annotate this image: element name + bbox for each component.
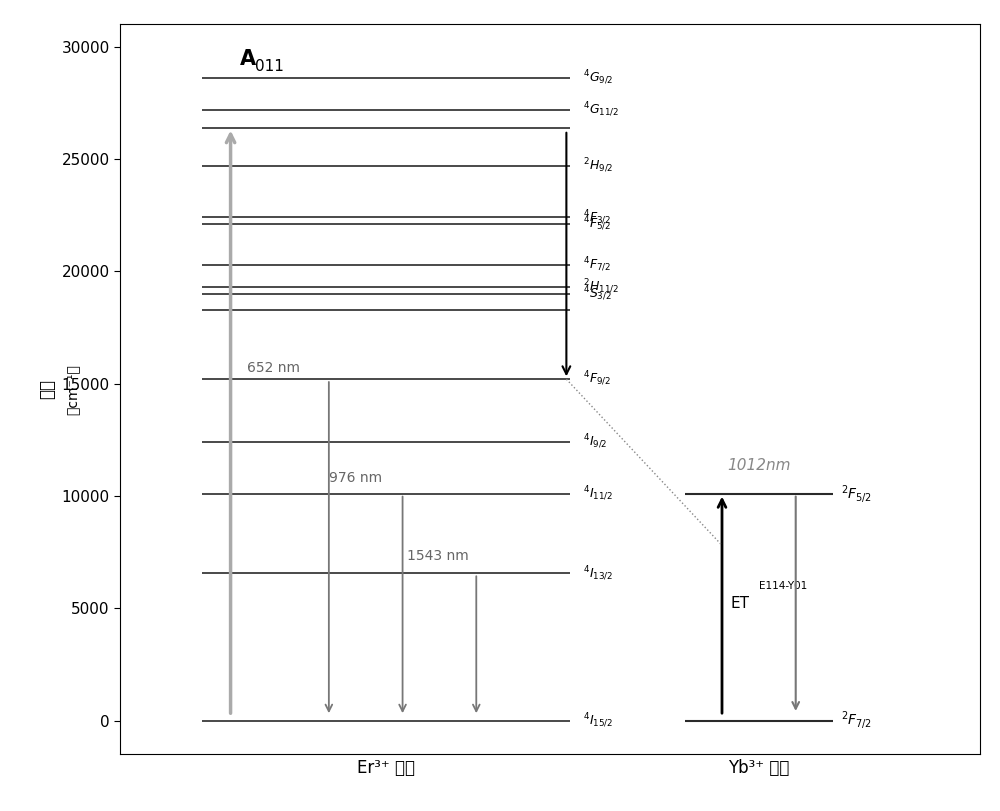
Text: 1012nm: 1012nm — [727, 458, 791, 474]
Text: $^4I_{15/2}$: $^4I_{15/2}$ — [583, 711, 613, 730]
Text: ET: ET — [730, 596, 749, 611]
Text: $\mathbf{A}$: $\mathbf{A}$ — [239, 49, 257, 69]
Text: $^4F_{9/2}$: $^4F_{9/2}$ — [583, 370, 611, 388]
Text: E114-Y01: E114-Y01 — [759, 581, 807, 590]
Text: 能级: 能级 — [38, 380, 56, 399]
Text: $^4F_{5/2}$: $^4F_{5/2}$ — [583, 215, 611, 234]
Text: 976 nm: 976 nm — [329, 470, 382, 485]
Text: $^4F_{3/2}$: $^4F_{3/2}$ — [583, 208, 611, 226]
Text: 011: 011 — [255, 58, 284, 74]
Text: $^4F_{7/2}$: $^4F_{7/2}$ — [583, 255, 611, 274]
Text: $^4G_{9/2}$: $^4G_{9/2}$ — [583, 69, 613, 88]
Text: $^4I_{9/2}$: $^4I_{9/2}$ — [583, 433, 607, 451]
Text: $^2F_{5/2}$: $^2F_{5/2}$ — [841, 483, 872, 504]
Text: Yb³⁺ 离子: Yb³⁺ 离子 — [728, 759, 790, 777]
Text: $^4I_{11/2}$: $^4I_{11/2}$ — [583, 484, 613, 503]
Text: $^2H_{11/2}$: $^2H_{11/2}$ — [583, 278, 619, 296]
Text: $^4I_{13/2}$: $^4I_{13/2}$ — [583, 564, 613, 582]
Text: $^4S_{3/2}$: $^4S_{3/2}$ — [583, 285, 612, 303]
Text: $^4G_{11/2}$: $^4G_{11/2}$ — [583, 101, 619, 119]
Text: 652 nm: 652 nm — [247, 361, 300, 375]
Text: Er³⁺ 离子: Er³⁺ 离子 — [357, 759, 415, 777]
Text: $^2F_{7/2}$: $^2F_{7/2}$ — [841, 710, 872, 732]
Text: （cm⁻¹）: （cm⁻¹） — [66, 364, 80, 414]
Text: 1543 nm: 1543 nm — [407, 549, 468, 564]
Text: $^2H_{9/2}$: $^2H_{9/2}$ — [583, 157, 613, 175]
